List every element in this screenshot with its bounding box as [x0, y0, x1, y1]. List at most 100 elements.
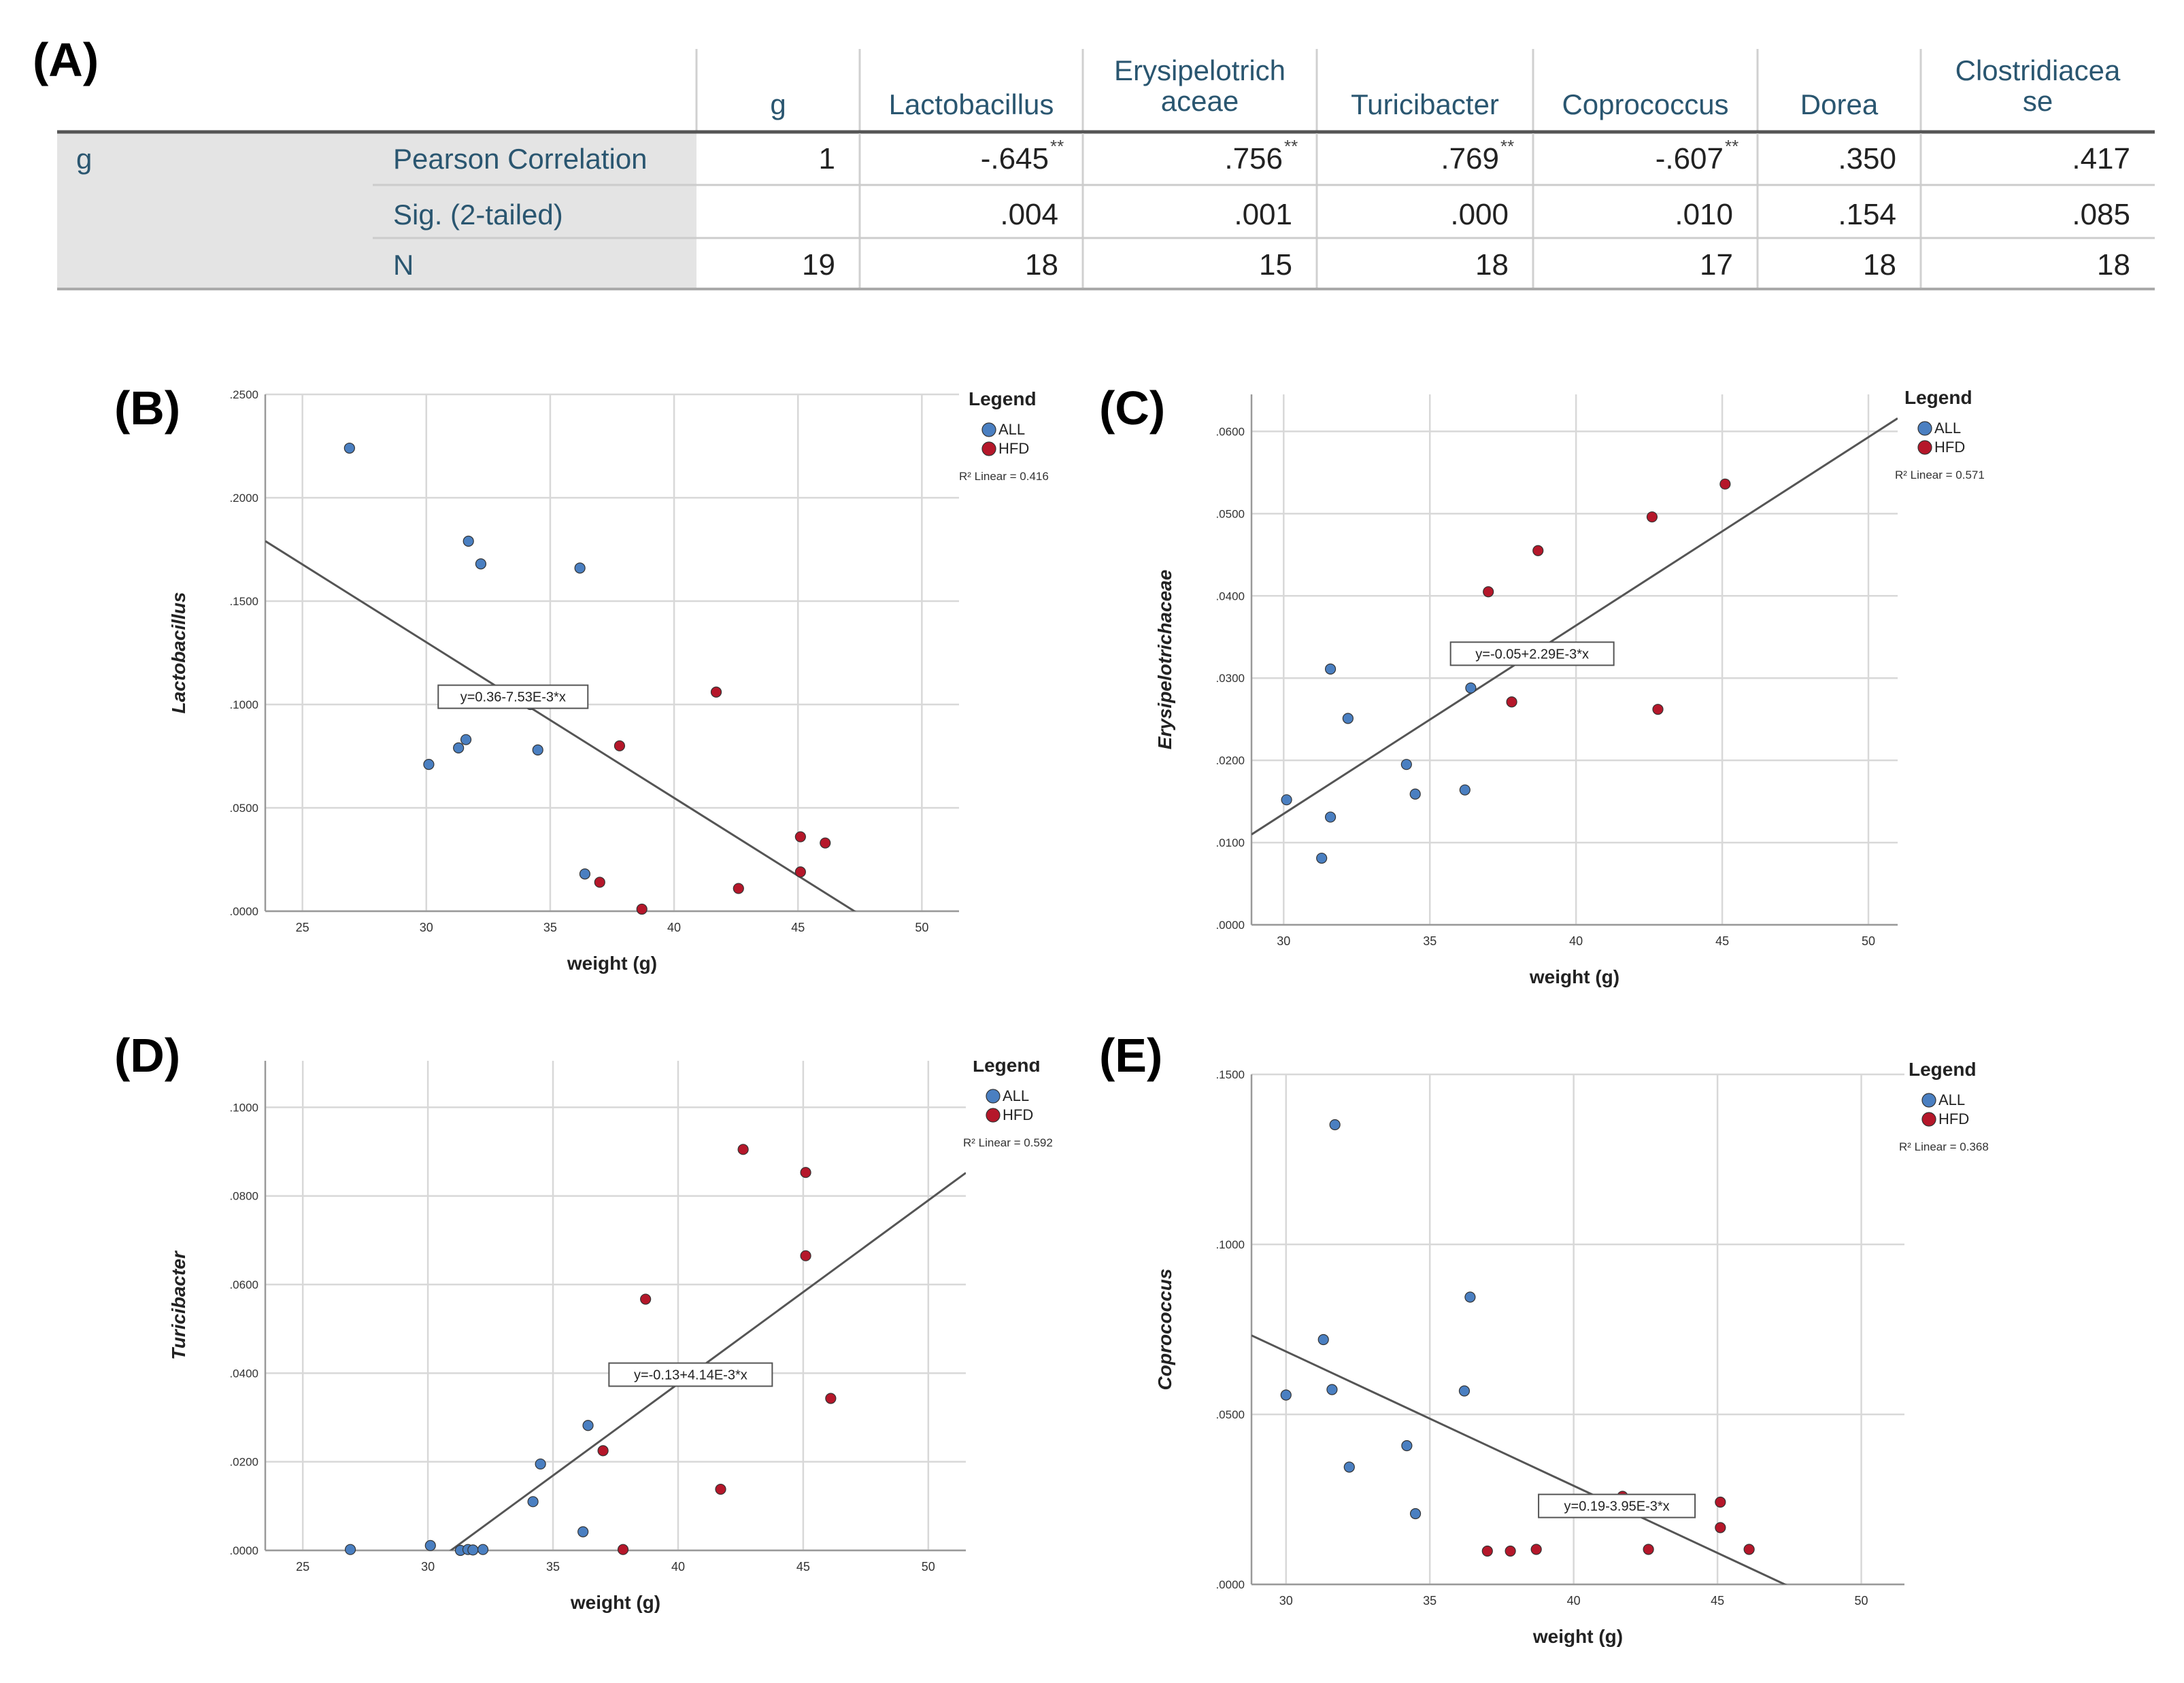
legend-marker-hfd — [986, 1108, 1001, 1123]
table-cell: -.645 — [981, 142, 1049, 175]
panel-label-b: (B) — [114, 381, 181, 435]
table-col-header-line: aceae — [1161, 85, 1239, 117]
table-sig-mark: ** — [1050, 136, 1064, 156]
data-point-all — [1409, 1508, 1422, 1520]
y-tick-label: .2500 — [229, 388, 258, 401]
data-point-all — [424, 1540, 436, 1551]
data-point-hfd — [715, 1483, 726, 1495]
data-point-all — [467, 1544, 479, 1556]
data-point-all — [460, 734, 472, 745]
x-tick-label: 50 — [915, 921, 928, 934]
fit-equation-label: y=0.19-3.95E-3*x — [1538, 1493, 1696, 1518]
data-point-all — [1465, 682, 1477, 694]
y-tick-label: .2000 — [229, 492, 258, 505]
scatter-plot-lactobacillus: 25 30 35 40 45 50 .0000 .0500 .1000 .1500 .2000 .25… — [168, 388, 1049, 974]
y-tick-label: .0300 — [1215, 672, 1245, 685]
table-col-header-line: se — [2023, 85, 2053, 117]
data-point-hfd — [1643, 1544, 1654, 1555]
table-cell: -.607 — [1656, 142, 1724, 175]
data-point-hfd — [597, 1445, 609, 1457]
legend-marker-hfd — [1921, 1112, 1936, 1127]
data-point-all — [527, 1496, 539, 1508]
panel-label-a: (A) — [33, 33, 99, 86]
table-col-header: g — [770, 88, 786, 120]
legend-marker-all — [1921, 1093, 1936, 1108]
x-tick-label: 25 — [296, 921, 309, 934]
y-tick-label: .0000 — [1215, 1578, 1245, 1591]
legend-marker-all — [986, 1089, 1001, 1104]
legend-label-hfd: HFD — [1003, 1106, 1033, 1123]
data-point-all — [1459, 784, 1471, 796]
data-point-hfd — [1530, 1544, 1542, 1555]
data-point-all — [344, 1544, 356, 1555]
table-row-group-label: g — [76, 143, 92, 175]
legend-marker-hfd — [1917, 440, 1932, 455]
table-cell: 19 — [802, 248, 835, 282]
data-point-all — [1326, 1384, 1338, 1395]
table-cell: 17 — [1700, 248, 1733, 282]
legend-label-hfd: HFD — [1938, 1110, 1969, 1127]
data-point-all — [1401, 1440, 1413, 1452]
x-tick-label: 40 — [1569, 934, 1583, 948]
table-cell: .010 — [1675, 198, 1733, 231]
legend-r2: R² Linear = 0.592 — [963, 1136, 1053, 1149]
table-cell: .350 — [1838, 142, 1896, 175]
data-point-hfd — [1715, 1522, 1726, 1533]
y-tick-label: .0000 — [1215, 919, 1245, 932]
data-point-hfd — [1652, 704, 1664, 715]
x-tick-label: 30 — [421, 1560, 435, 1574]
y-tick-label: .0400 — [229, 1367, 258, 1380]
legend-marker-hfd — [981, 441, 996, 456]
x-tick-label: 50 — [1862, 934, 1875, 948]
data-point-all — [463, 535, 474, 547]
table-cell: 18 — [1025, 248, 1058, 282]
data-point-all — [1458, 1385, 1471, 1397]
legend-r2: R² Linear = 0.368 — [1899, 1140, 1989, 1153]
data-point-hfd — [794, 866, 806, 878]
x-axis-title: weight (g) — [570, 1592, 660, 1613]
fit-line — [449, 1172, 966, 1550]
x-tick-label: 50 — [1855, 1594, 1868, 1608]
x-tick-label: 45 — [1711, 1594, 1724, 1608]
data-point-all — [423, 759, 435, 770]
table-col-header-line: Clostridiacea — [1955, 54, 2121, 86]
legend-label-all: ALL — [1934, 420, 1961, 437]
table-row-label: Sig. (2-tailed) — [393, 199, 563, 231]
table-cell: 1 — [819, 142, 835, 175]
data-point-all — [1342, 713, 1354, 724]
data-point-all — [1343, 1461, 1355, 1473]
fit-line — [1251, 1334, 1787, 1584]
legend-title: Legend — [969, 388, 1037, 409]
fit-equation-text: y=-0.05+2.29E-3*x — [1475, 647, 1589, 662]
fit-line — [265, 540, 857, 911]
data-point-hfd — [594, 877, 605, 888]
legend-title: Legend — [1904, 387, 1972, 408]
data-point-all — [1464, 1291, 1476, 1303]
table-row-label: Pearson Correlation — [393, 143, 648, 175]
data-point-all — [453, 742, 465, 753]
fit-equation-text: y=-0.13+4.14E-3*x — [634, 1368, 747, 1383]
panel-label-c: (C) — [1099, 381, 1166, 435]
table-row-label: N — [393, 249, 414, 281]
x-tick-label: 30 — [1279, 1594, 1293, 1608]
data-point-all — [1281, 794, 1292, 806]
y-tick-label: .0400 — [1215, 590, 1245, 602]
y-tick-label: .1000 — [229, 698, 258, 711]
data-point-all — [1400, 759, 1412, 770]
table-cell: 15 — [1259, 248, 1292, 282]
legend-marker-all — [981, 422, 996, 437]
legend-label-hfd: HFD — [1934, 439, 1965, 456]
table-cell: .756 — [1224, 142, 1283, 175]
y-axis-title: Turicibacter — [168, 1250, 189, 1360]
y-tick-label: .0600 — [1215, 425, 1245, 438]
data-point-hfd — [1719, 478, 1731, 490]
y-tick-label: .0500 — [229, 802, 258, 815]
data-point-hfd — [636, 903, 648, 915]
data-point-hfd — [1532, 545, 1544, 556]
y-tick-label: .1000 — [1215, 1238, 1245, 1251]
legend-label-all: ALL — [1938, 1091, 1965, 1108]
y-tick-label: .0800 — [229, 1190, 258, 1203]
data-point-all — [1280, 1389, 1292, 1401]
x-tick-label: 30 — [1277, 934, 1290, 948]
x-tick-label: 40 — [671, 1560, 685, 1574]
